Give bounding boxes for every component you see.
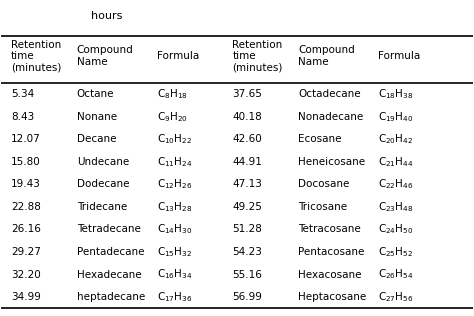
Text: Tetracosane: Tetracosane xyxy=(298,224,361,234)
Text: heptadecane: heptadecane xyxy=(77,292,145,302)
Text: C$_{24}$H$_{50}$: C$_{24}$H$_{50}$ xyxy=(378,222,414,236)
Text: 22.88: 22.88 xyxy=(11,202,41,212)
Text: 29.27: 29.27 xyxy=(11,247,41,257)
Text: C$_{23}$H$_{48}$: C$_{23}$H$_{48}$ xyxy=(378,200,414,214)
Text: Nonane: Nonane xyxy=(77,112,117,122)
Text: 15.80: 15.80 xyxy=(11,157,41,167)
Text: Compound
Name: Compound Name xyxy=(77,46,134,67)
Text: 55.16: 55.16 xyxy=(232,270,262,280)
Text: C$_{12}$H$_{26}$: C$_{12}$H$_{26}$ xyxy=(157,177,192,191)
Text: C$_{25}$H$_{52}$: C$_{25}$H$_{52}$ xyxy=(378,245,414,259)
Text: Formula: Formula xyxy=(378,51,420,61)
Text: Retention
time
(minutes): Retention time (minutes) xyxy=(11,40,61,73)
Text: C$_{10}$H$_{22}$: C$_{10}$H$_{22}$ xyxy=(157,132,192,146)
Text: 34.99: 34.99 xyxy=(11,292,41,302)
Text: C$_{18}$H$_{38}$: C$_{18}$H$_{38}$ xyxy=(378,87,414,101)
Text: 42.60: 42.60 xyxy=(232,134,262,144)
Text: C$_{16}$H$_{34}$: C$_{16}$H$_{34}$ xyxy=(157,268,192,282)
Text: C$_{26}$H$_{54}$: C$_{26}$H$_{54}$ xyxy=(378,268,414,282)
Text: Hexacosane: Hexacosane xyxy=(298,270,362,280)
Text: Compound
Name: Compound Name xyxy=(298,46,355,67)
Text: C$_{19}$H$_{40}$: C$_{19}$H$_{40}$ xyxy=(378,110,414,124)
Text: C$_{22}$H$_{46}$: C$_{22}$H$_{46}$ xyxy=(378,177,414,191)
Text: 37.65: 37.65 xyxy=(232,89,262,99)
Text: 32.20: 32.20 xyxy=(11,270,41,280)
Text: C$_{14}$H$_{30}$: C$_{14}$H$_{30}$ xyxy=(157,222,192,236)
Text: 8.43: 8.43 xyxy=(11,112,34,122)
Text: Tricosane: Tricosane xyxy=(298,202,347,212)
Text: C$_{21}$H$_{44}$: C$_{21}$H$_{44}$ xyxy=(378,155,414,169)
Text: Ecosane: Ecosane xyxy=(298,134,342,144)
Text: Heneicosane: Heneicosane xyxy=(298,157,365,167)
Text: C$_8$H$_{18}$: C$_8$H$_{18}$ xyxy=(157,87,188,101)
Text: Octadecane: Octadecane xyxy=(298,89,361,99)
Text: hours: hours xyxy=(91,11,122,21)
Text: Dodecane: Dodecane xyxy=(77,179,129,189)
Text: 19.43: 19.43 xyxy=(11,179,41,189)
Text: Retention
time
(minutes): Retention time (minutes) xyxy=(232,40,283,73)
Text: Undecane: Undecane xyxy=(77,157,129,167)
Text: 49.25: 49.25 xyxy=(232,202,262,212)
Text: Docosane: Docosane xyxy=(298,179,350,189)
Text: Tetradecane: Tetradecane xyxy=(77,224,141,234)
Text: C$_{13}$H$_{28}$: C$_{13}$H$_{28}$ xyxy=(157,200,192,214)
Text: Heptacosane: Heptacosane xyxy=(298,292,366,302)
Text: 44.91: 44.91 xyxy=(232,157,262,167)
Text: Pentacosane: Pentacosane xyxy=(298,247,365,257)
Text: C$_{27}$H$_{56}$: C$_{27}$H$_{56}$ xyxy=(378,290,414,304)
Text: C$_{11}$H$_{24}$: C$_{11}$H$_{24}$ xyxy=(157,155,192,169)
Text: C$_{15}$H$_{32}$: C$_{15}$H$_{32}$ xyxy=(157,245,192,259)
Text: Pentadecane: Pentadecane xyxy=(77,247,144,257)
Text: Tridecane: Tridecane xyxy=(77,202,127,212)
Text: 47.13: 47.13 xyxy=(232,179,262,189)
Text: 26.16: 26.16 xyxy=(11,224,41,234)
Text: 56.99: 56.99 xyxy=(232,292,262,302)
Text: Hexadecane: Hexadecane xyxy=(77,270,141,280)
Text: Formula: Formula xyxy=(157,51,199,61)
Text: C$_9$H$_{20}$: C$_9$H$_{20}$ xyxy=(157,110,188,124)
Text: C$_{20}$H$_{42}$: C$_{20}$H$_{42}$ xyxy=(378,132,414,146)
Text: 12.07: 12.07 xyxy=(11,134,41,144)
Text: Octane: Octane xyxy=(77,89,114,99)
Text: 51.28: 51.28 xyxy=(232,224,262,234)
Text: C$_{17}$H$_{36}$: C$_{17}$H$_{36}$ xyxy=(157,290,192,304)
Text: Decane: Decane xyxy=(77,134,116,144)
Text: 5.34: 5.34 xyxy=(11,89,34,99)
Text: 54.23: 54.23 xyxy=(232,247,262,257)
Text: Nonadecane: Nonadecane xyxy=(298,112,364,122)
Text: 40.18: 40.18 xyxy=(232,112,262,122)
